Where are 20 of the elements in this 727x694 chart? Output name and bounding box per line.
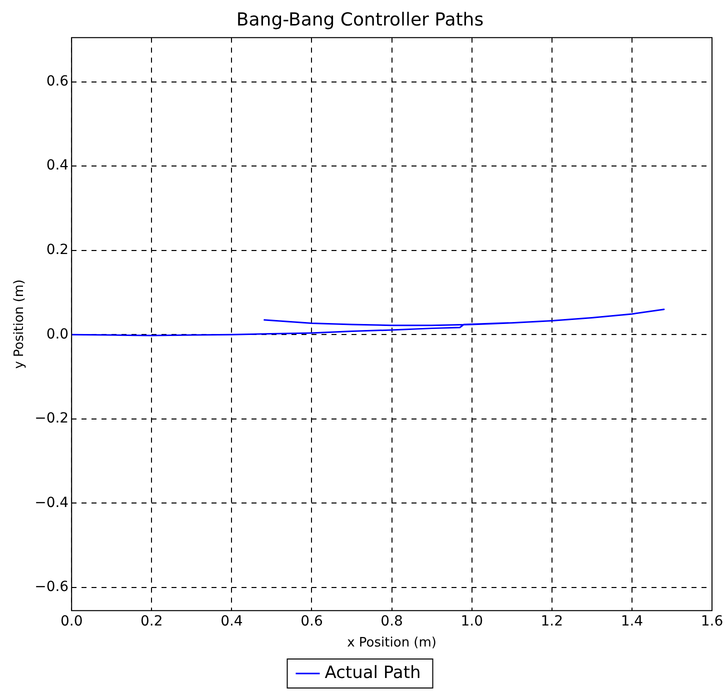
x-tick-label: 0.4 (220, 614, 243, 630)
y-tick-label: −0.6 (34, 579, 69, 596)
y-tick-label: −0.4 (34, 494, 69, 511)
x-tick-label: 0.0 (60, 614, 83, 630)
x-tick-label: 1.0 (460, 614, 483, 630)
x-tick-label: 1.4 (620, 614, 644, 630)
legend-label: Actual Path (324, 662, 421, 683)
y-tick-label: 0.0 (46, 326, 69, 342)
x-tick-label: 0.6 (300, 614, 323, 630)
x-axis-title: x Position (m) (347, 636, 436, 651)
y-tick-label: 0.4 (46, 158, 69, 174)
x-tick-label: 1.6 (700, 614, 724, 630)
y-tick-label: −0.2 (34, 410, 69, 427)
y-tick-label: 0.2 (46, 242, 69, 258)
y-tick-label: 0.6 (46, 73, 69, 90)
x-tick-label: 0.8 (380, 614, 403, 630)
chart-title: Bang-Bang Controller Paths (236, 9, 484, 30)
x-tick-label: 1.2 (540, 614, 564, 630)
x-tick-label: 0.2 (140, 614, 163, 630)
y-axis-title: y Position (m) (12, 279, 28, 369)
